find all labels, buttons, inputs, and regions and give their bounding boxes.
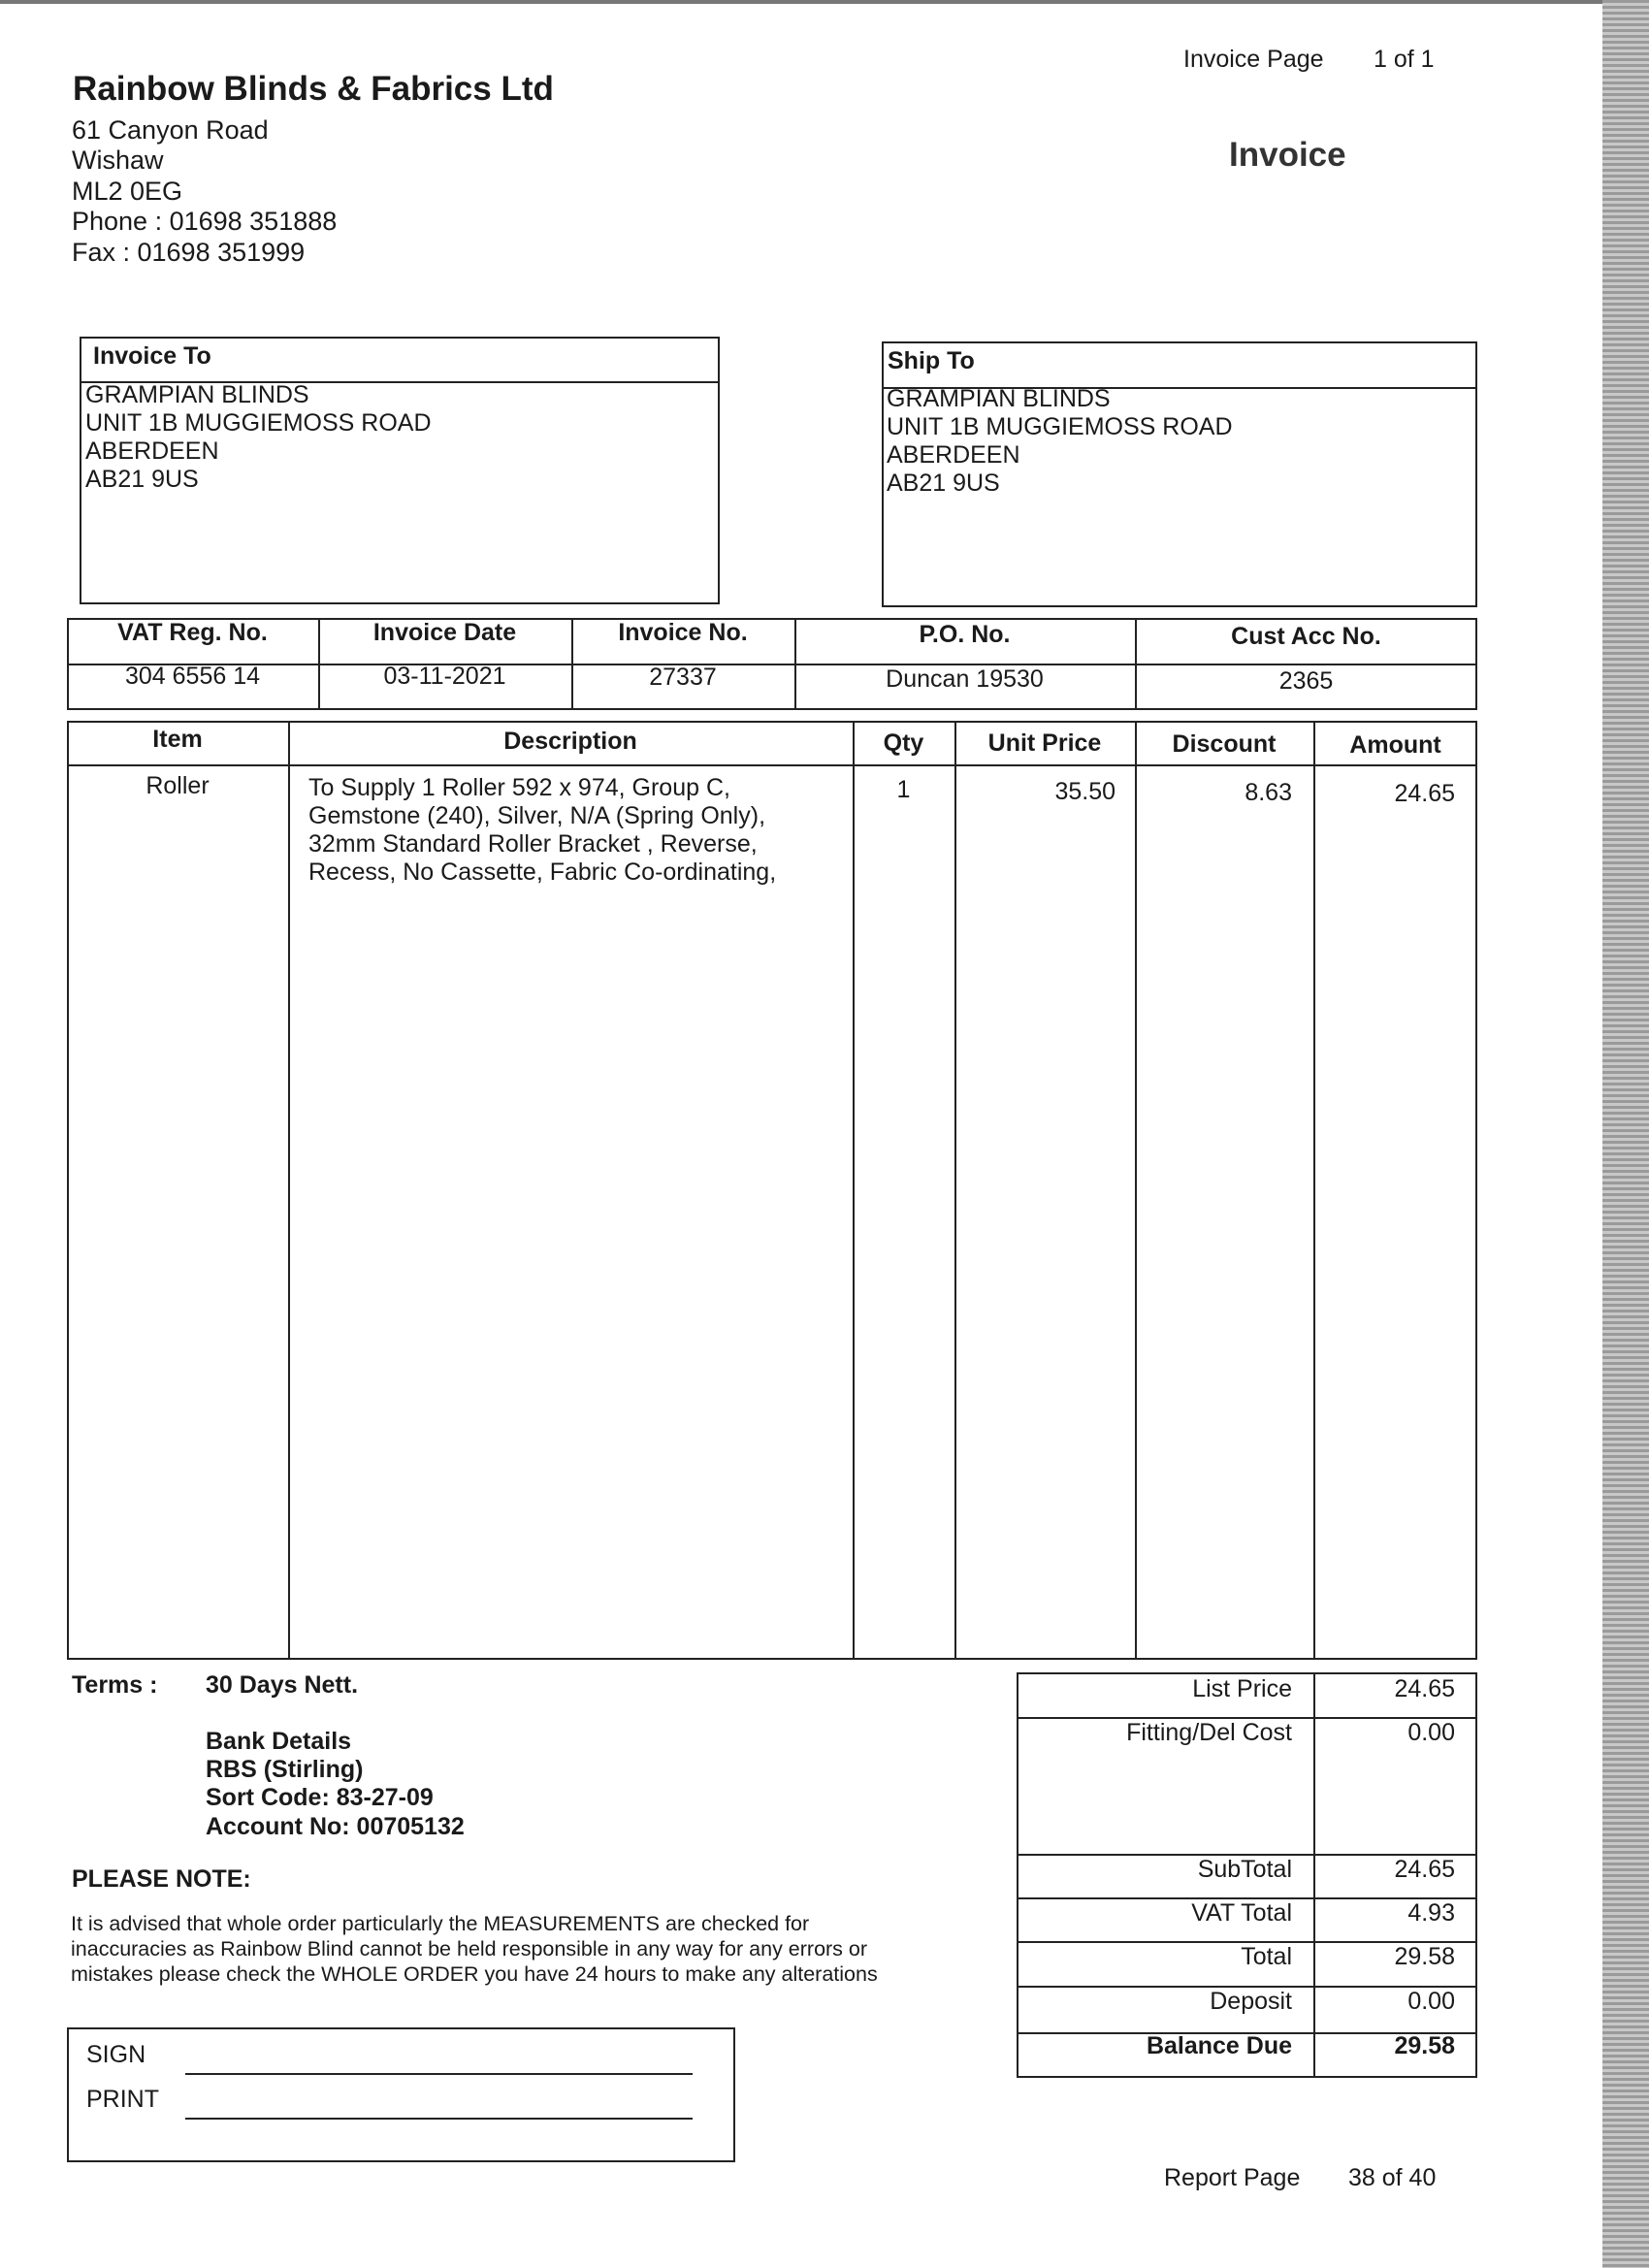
deposit-label: Deposit <box>1210 1988 1292 2015</box>
ship-to-label: Ship To <box>888 347 975 374</box>
totals-table <box>1017 1672 1477 2078</box>
invoice-to-line: ABERDEEN <box>85 437 219 465</box>
company-fax: Fax : 01698 351999 <box>72 238 306 267</box>
vat-reg-value: 304 6556 14 <box>124 663 261 690</box>
vat-total-value: 4.93 <box>1407 1899 1455 1927</box>
description-line: 32mm Standard Roller Bracket , Reverse, <box>308 830 758 858</box>
list-price-value: 24.65 <box>1394 1675 1455 1702</box>
items-table <box>67 721 1477 1660</box>
unit-price-header: Unit Price <box>987 729 1102 757</box>
note-line: mistakes please check the WHOLE ORDER yo… <box>71 1962 878 1986</box>
total-value: 29.58 <box>1394 1943 1455 1970</box>
total-label: Total <box>1241 1943 1292 1970</box>
company-address-line: Wishaw <box>72 146 164 175</box>
report-page-value: 38 of 40 <box>1348 2164 1437 2191</box>
unit-price-cell: 35.50 <box>1054 778 1116 805</box>
invoice-to-line: AB21 9US <box>85 466 199 493</box>
company-address-line: 61 Canyon Road <box>72 115 269 145</box>
please-note-title: PLEASE NOTE: <box>72 1865 251 1893</box>
scan-edge-right <box>1602 0 1649 2268</box>
ship-to-line: UNIT 1B MUGGIEMOSS ROAD <box>887 413 1233 440</box>
balance-due-value: 29.58 <box>1394 2032 1455 2059</box>
deposit-value: 0.00 <box>1407 1988 1455 2015</box>
note-line: It is advised that whole order particula… <box>71 1912 810 1935</box>
fitting-cost-label: Fitting/Del Cost <box>1126 1719 1292 1746</box>
terms-label: Terms : <box>72 1671 158 1699</box>
vat-reg-header: VAT Reg. No. <box>117 619 268 646</box>
ship-to-line: GRAMPIAN BLINDS <box>887 385 1111 412</box>
description-line: To Supply 1 Roller 592 x 974, Group C, <box>308 774 730 801</box>
print-label: PRINT <box>86 2086 159 2113</box>
amount-cell: 24.65 <box>1394 780 1455 807</box>
description-line: Gemstone (240), Silver, N/A (Spring Only… <box>308 802 766 829</box>
sort-code: Sort Code: 83-27-09 <box>206 1784 434 1811</box>
invoice-no-header: Invoice No. <box>618 619 748 646</box>
report-page-label: Report Page <box>1164 2164 1301 2191</box>
invoice-to-line: UNIT 1B MUGGIEMOSS ROAD <box>85 409 432 437</box>
description-line: Recess, No Cassette, Fabric Co-ordinatin… <box>308 859 777 886</box>
account-no: Account No: 00705132 <box>206 1813 465 1840</box>
discount-cell: 8.63 <box>1245 779 1292 806</box>
invoice-to-line: GRAMPIAN BLINDS <box>85 381 309 408</box>
amount-header: Amount <box>1349 731 1441 759</box>
subtotal-label: SubTotal <box>1197 1856 1292 1883</box>
scan-edge-top <box>0 0 1602 4</box>
invoice-date-header: Invoice Date <box>372 619 517 646</box>
invoice-page-value: 1 of 1 <box>1374 46 1435 73</box>
ship-to-box <box>882 341 1477 607</box>
invoice-to-box <box>80 337 720 604</box>
description-header: Description <box>503 728 637 755</box>
company-phone: Phone : 01698 351888 <box>72 207 338 236</box>
print-line[interactable] <box>185 2118 693 2120</box>
invoice-to-label: Invoice To <box>93 342 211 370</box>
qty-header: Qty <box>883 729 924 757</box>
bank-details-title: Bank Details <box>206 1728 352 1755</box>
vat-total-label: VAT Total <box>1191 1899 1292 1927</box>
discount-header: Discount <box>1172 730 1277 758</box>
ship-to-line: AB21 9US <box>887 470 1000 497</box>
company-name: Rainbow Blinds & Fabrics Ltd <box>73 70 554 108</box>
terms-value: 30 Days Nett. <box>206 1671 359 1699</box>
po-no-value: Duncan 19530 <box>886 665 1044 693</box>
invoice-page-label: Invoice Page <box>1183 46 1324 73</box>
invoice-no-value: 27337 <box>649 664 717 691</box>
sign-line[interactable] <box>185 2073 693 2075</box>
ship-to-line: ABERDEEN <box>887 441 1020 469</box>
subtotal-value: 24.65 <box>1394 1856 1455 1883</box>
document-title: Invoice <box>1229 136 1346 174</box>
list-price-label: List Price <box>1192 1675 1292 1702</box>
fitting-cost-value: 0.00 <box>1407 1719 1455 1746</box>
cust-acc-header: Cust Acc No. <box>1231 623 1381 650</box>
bank-name: RBS (Stirling) <box>206 1756 364 1783</box>
po-no-header: P.O. No. <box>919 621 1011 648</box>
invoice-date-value: 03-11-2021 <box>383 663 506 690</box>
company-address-line: ML2 0EG <box>72 177 183 206</box>
cust-acc-value: 2365 <box>1278 667 1334 695</box>
balance-due-label: Balance Due <box>1146 2032 1292 2059</box>
sign-label: SIGN <box>86 2041 146 2068</box>
item-cell: Roller <box>146 772 210 799</box>
signature-box <box>67 2027 735 2162</box>
item-header: Item <box>152 726 203 753</box>
note-line: inaccuracies as Rainbow Blind cannot be … <box>71 1937 868 1960</box>
qty-cell: 1 <box>896 776 911 803</box>
